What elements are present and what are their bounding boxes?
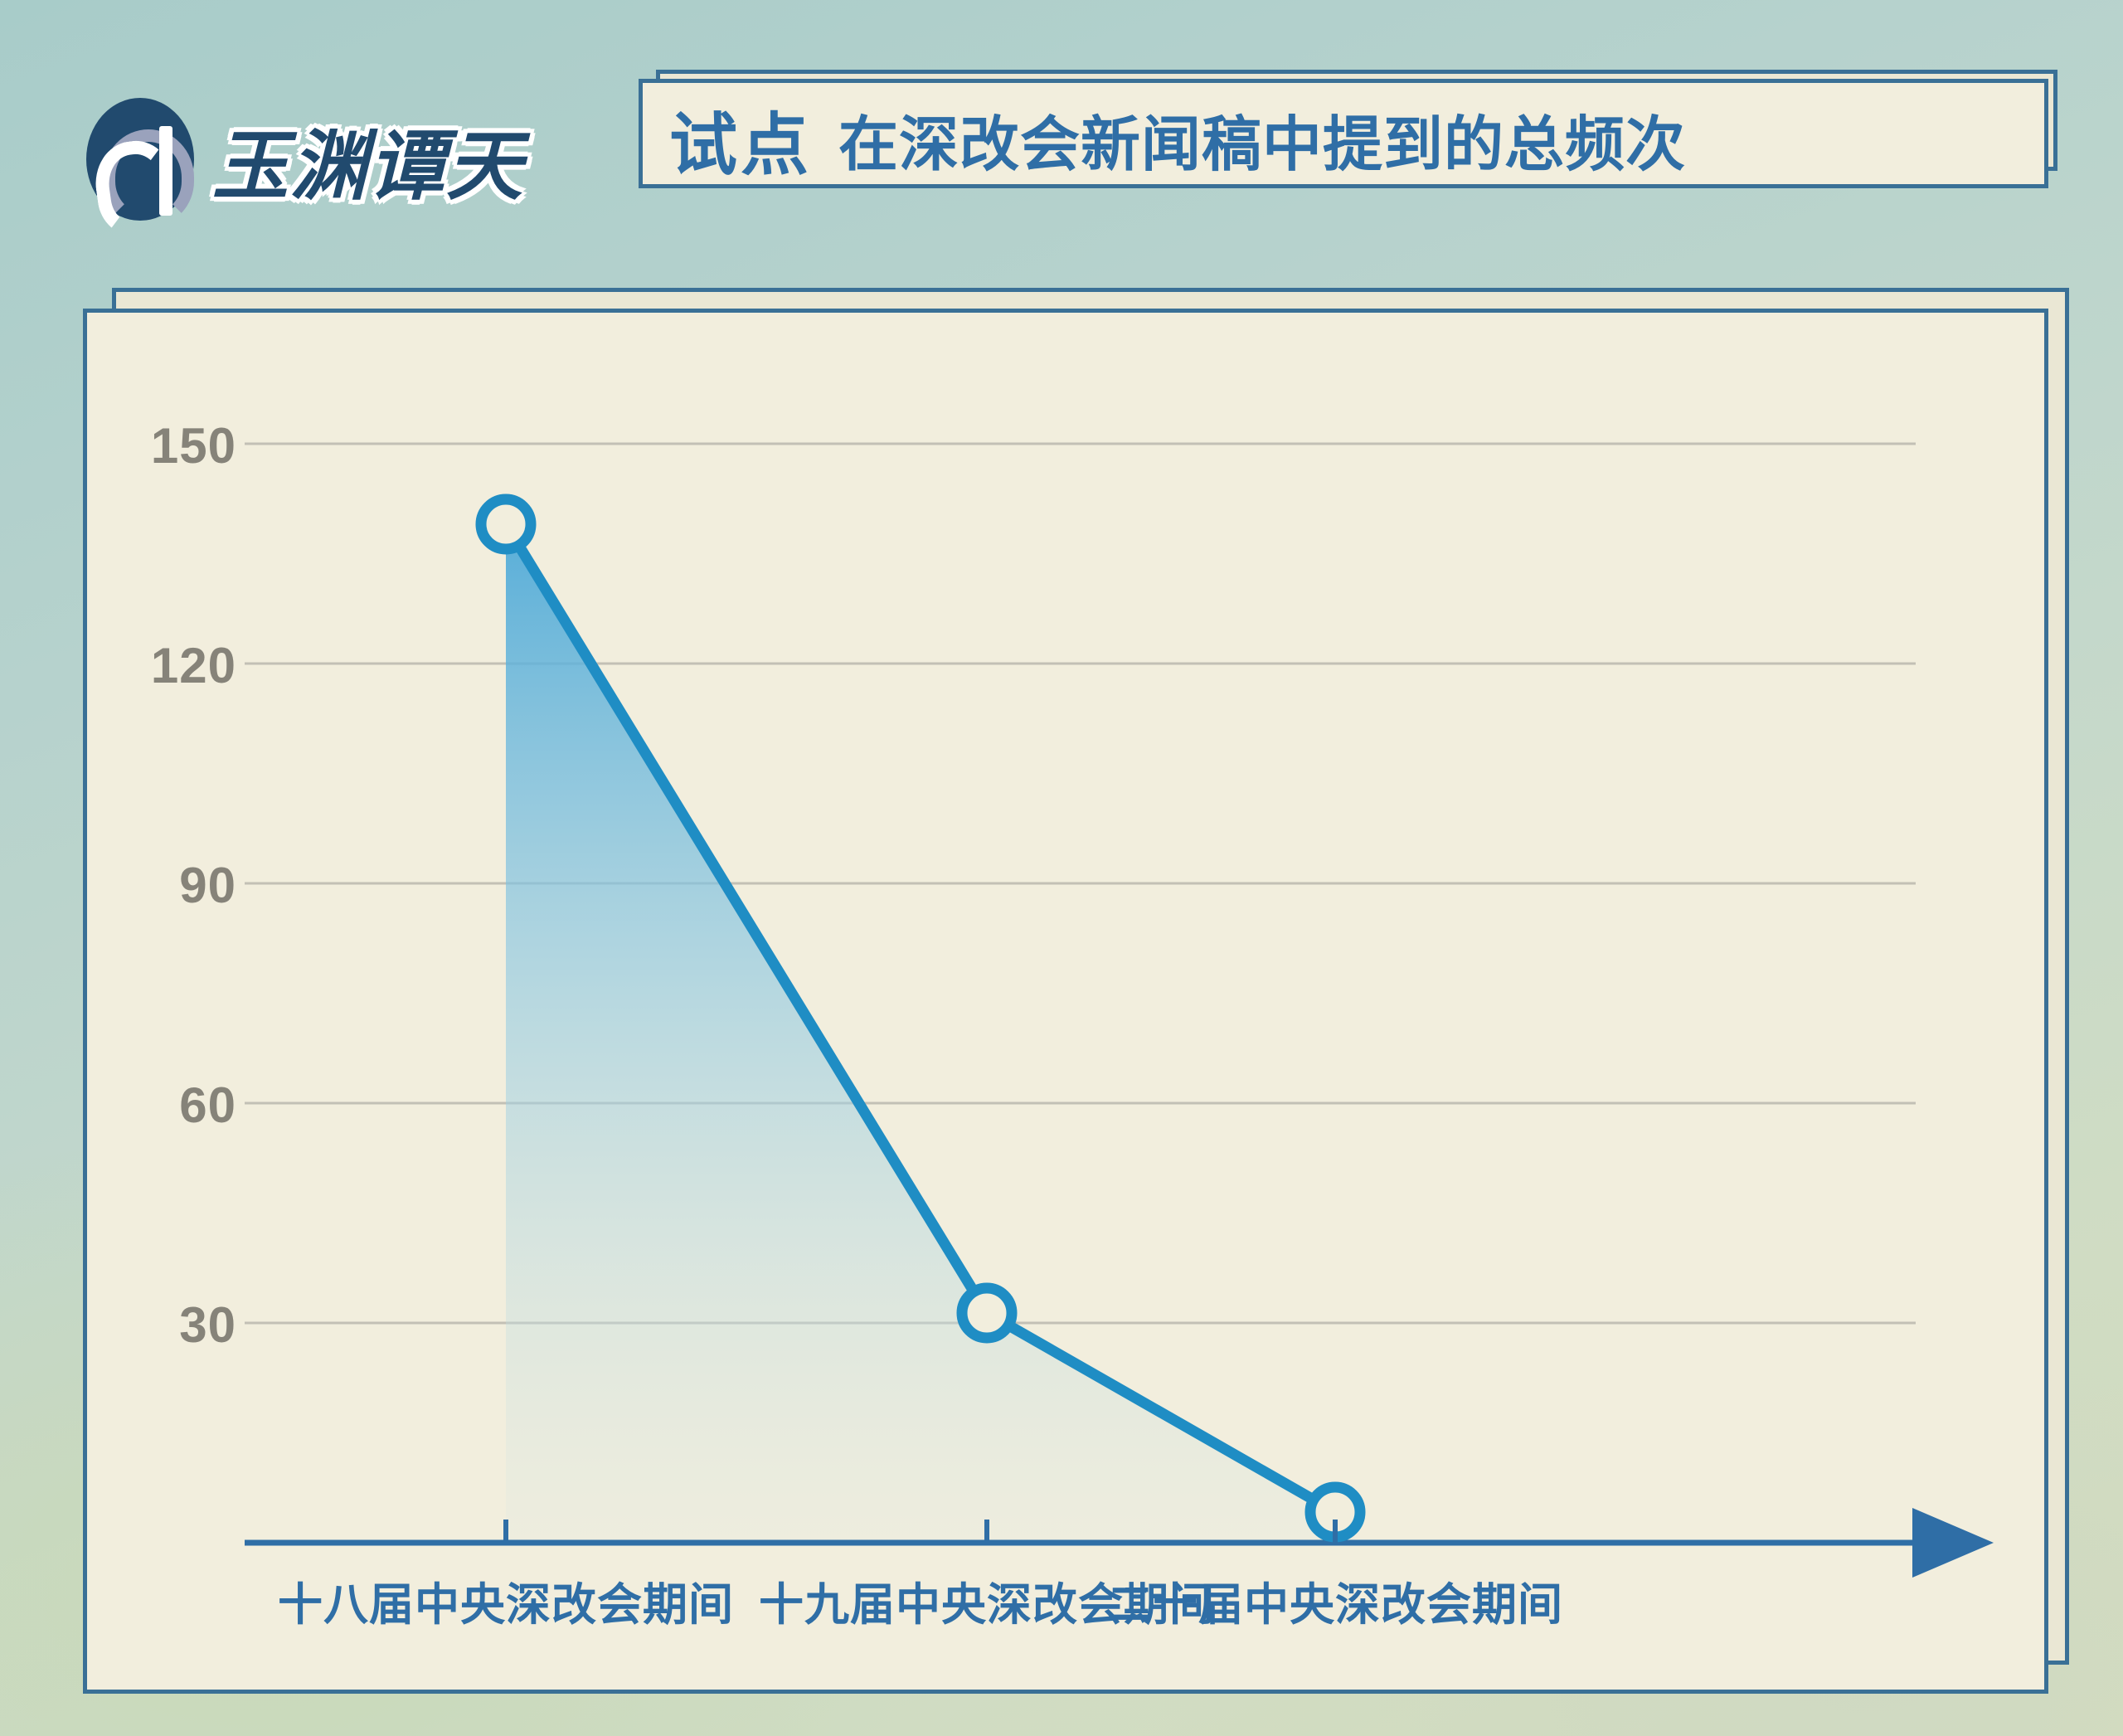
x-tick-label-1: 十八届中央深改会期间 bbox=[278, 1580, 734, 1630]
page-header: 玉渊谭天 试点 在深改会新闻稿中提到的总频次 bbox=[0, 0, 2123, 240]
area-fill bbox=[506, 524, 1335, 1543]
chart-canvas bbox=[245, 442, 1994, 1578]
y-tick-label-120: 120 bbox=[150, 638, 236, 693]
title-plaque: 试点 在深改会新闻稿中提到的总频次 bbox=[639, 70, 2057, 188]
title-inner: 试点 在深改会新闻稿中提到的总频次 bbox=[664, 101, 2023, 183]
brand-lockup: 玉渊谭天 bbox=[86, 98, 525, 240]
y-tick-label-60: 60 bbox=[179, 1077, 236, 1133]
x-tick-marks bbox=[503, 1520, 1338, 1543]
x-tick-label-2: 十九届中央深改会期间 bbox=[759, 1580, 1215, 1630]
x-tick-label-3: 二十届中央深改会期间 bbox=[1107, 1580, 1563, 1630]
y-tick-label-30: 30 bbox=[179, 1297, 236, 1353]
y-tick-label-90: 90 bbox=[179, 858, 236, 913]
page-title-highlight-text: 试点 bbox=[669, 107, 813, 183]
chart-frame: 150 120 90 60 30 bbox=[83, 288, 2069, 1694]
page-title-highlight: 试点 bbox=[664, 90, 818, 188]
line-chart: 150 120 90 60 30 bbox=[87, 313, 2053, 1698]
brand-name: 玉渊谭天 bbox=[212, 124, 525, 209]
page-title-rest: 在深改会新闻稿中提到的总频次 bbox=[838, 111, 1687, 178]
data-point-marker bbox=[475, 494, 537, 555]
gridlines bbox=[245, 442, 1916, 1325]
data-point-marker bbox=[956, 1282, 1018, 1344]
y-tick-label-150: 150 bbox=[150, 418, 236, 474]
swirl-wave-logo-icon bbox=[86, 98, 194, 240]
